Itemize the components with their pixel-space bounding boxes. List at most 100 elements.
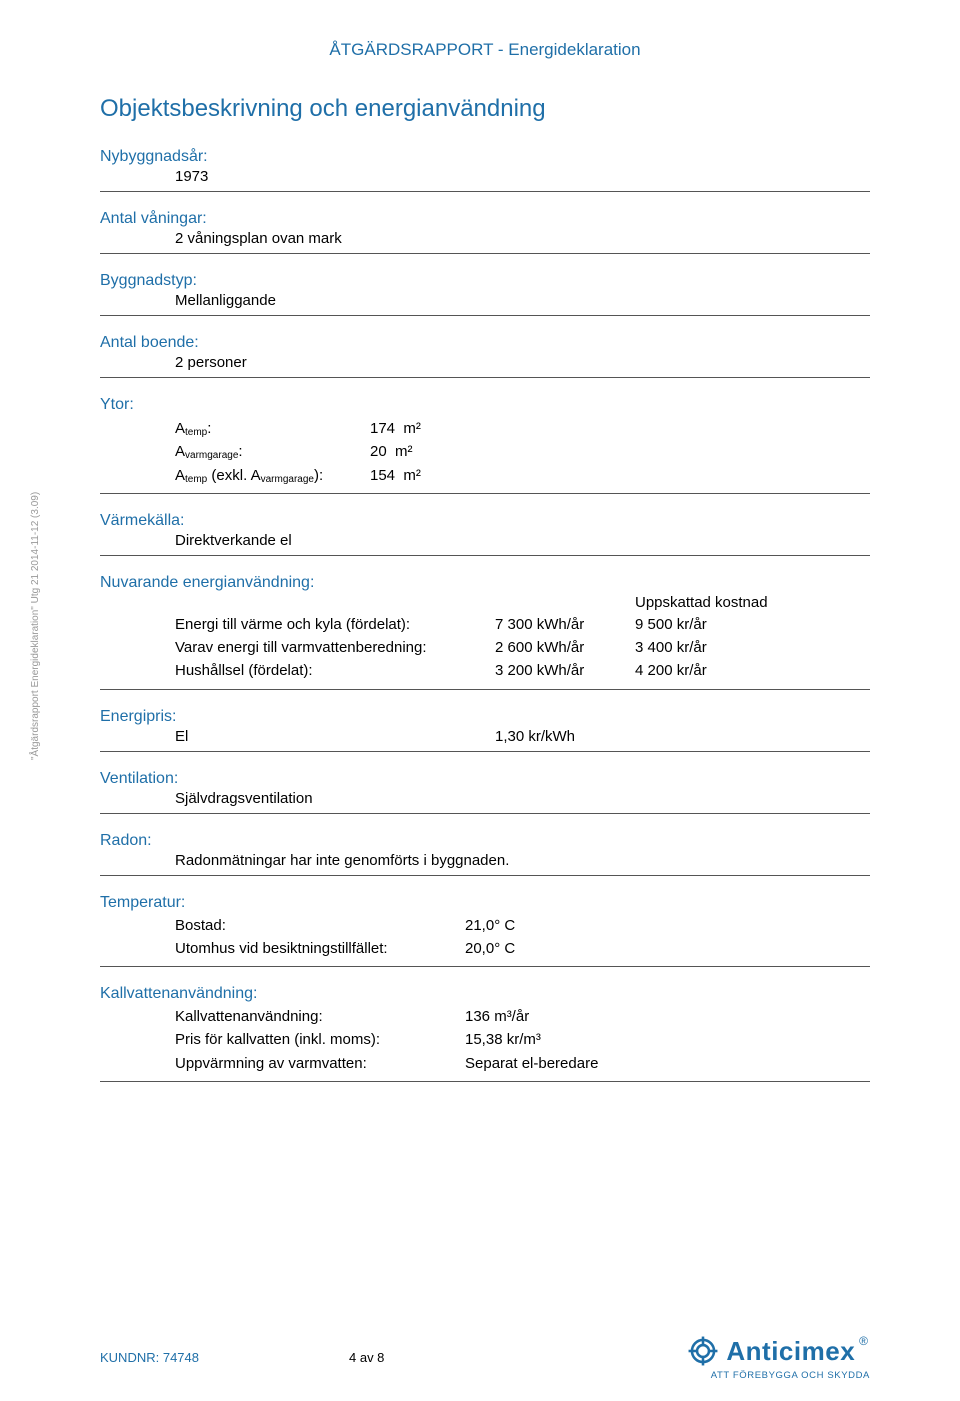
value-radon: Radonmätningar har inte genomförts i byg…: [100, 852, 870, 875]
divider: [100, 253, 870, 254]
usage-row: Hushållsel (fördelat):3 200 kWh/år4 200 …: [175, 659, 870, 682]
divider: [100, 377, 870, 378]
usage-c2: 3 200 kWh/år: [495, 659, 635, 682]
kallvatten-key: Kallvattenanvändning:: [175, 1005, 465, 1028]
section-nuvarande: Nuvarande energianvändning: Uppskattad k…: [100, 574, 870, 690]
temperatur-rows: Bostad:21,0° CUtomhus vid besiktningstil…: [100, 914, 870, 967]
logo-tagline: ATT FÖREBYGGA OCH SKYDDA: [686, 1370, 870, 1381]
section-vaningar: Antal våningar: 2 våningsplan ovan mark: [100, 210, 870, 254]
label-temperatur: Temperatur:: [100, 894, 870, 912]
section-nybyggnad: Nybyggnadsår: 1973: [100, 148, 870, 192]
ytor-value: 174 m²: [370, 417, 421, 440]
kallvatten-value: 136 m³/år: [465, 1005, 529, 1028]
usage-c1: Hushållsel (fördelat):: [175, 659, 495, 682]
section-boende: Antal boende: 2 personer: [100, 334, 870, 378]
ytor-key: Atemp:: [175, 417, 370, 440]
value-boende: 2 personer: [100, 354, 870, 377]
temp-key: Utomhus vid besiktningstillfället:: [175, 937, 465, 960]
kallvatten-value: 15,38 kr/m³: [465, 1028, 541, 1051]
divider: [100, 191, 870, 192]
ytor-value: 154 m²: [370, 464, 421, 487]
section-varmekalla: Värmekälla: Direktverkande el: [100, 512, 870, 556]
divider: [100, 493, 870, 494]
footer-page: 4 av 8: [349, 1350, 384, 1365]
usage-c1: Energi till värme och kyla (fördelat):: [175, 613, 495, 636]
kallvatten-key: Pris för kallvatten (inkl. moms):: [175, 1028, 465, 1051]
logo-main: Anticimex ®: [686, 1334, 870, 1368]
section-byggnadstyp: Byggnadstyp: Mellanliggande: [100, 272, 870, 316]
page: "Åtgärdsrapport Energideklaration" Utg 2…: [0, 0, 960, 1401]
value-byggnadstyp: Mellanliggande: [100, 292, 870, 315]
section-kallvatten: Kallvattenanvändning: Kallvattenanvändni…: [100, 985, 870, 1082]
usage-row: Varav energi till varmvattenberedning:2 …: [175, 636, 870, 659]
footer: KUNDNR: 74748 4 av 8 Anticimex ® ATT FÖR…: [100, 1334, 870, 1381]
label-nuvarande: Nuvarande energianvändning:: [100, 574, 870, 592]
footer-left: KUNDNR: 74748 4 av 8: [100, 1350, 384, 1365]
usage-c3: 4 200 kr/år: [635, 659, 707, 682]
label-vaningar: Antal våningar:: [100, 210, 870, 228]
temp-value: 21,0° C: [465, 914, 515, 937]
label-kallvatten: Kallvattenanvändning:: [100, 985, 870, 1003]
label-energipris: Energipris:: [100, 708, 870, 726]
divider: [100, 875, 870, 876]
side-note: "Åtgärdsrapport Energideklaration" Utg 2…: [30, 492, 41, 760]
ytor-value: 20 m²: [370, 440, 413, 463]
kallvatten-row: Pris för kallvatten (inkl. moms):15,38 k…: [175, 1028, 870, 1051]
ytor-row: Atemp (exkl. Avarmgarage):154 m²: [175, 464, 870, 487]
label-nybyggnad: Nybyggnadsår:: [100, 148, 870, 166]
doc-header-title: ÅTGÄRDSRAPPORT - Energideklaration: [100, 40, 870, 60]
ytor-row: Atemp:174 m²: [175, 417, 870, 440]
usage-head-cost: Uppskattad kostnad: [635, 594, 768, 611]
footer-kundnr: KUNDNR: 74748: [100, 1350, 199, 1365]
section-ventilation: Ventilation: Självdragsventilation: [100, 770, 870, 814]
usage-c3: 9 500 kr/år: [635, 613, 707, 636]
temp-row: Utomhus vid besiktningstillfället:20,0° …: [175, 937, 870, 960]
page-title: Objektsbeskrivning och energianvändning: [100, 95, 870, 123]
kallvatten-row: Uppvärmning av varmvatten:Separat el-ber…: [175, 1052, 870, 1075]
ytor-row: Avarmgarage:20 m²: [175, 440, 870, 463]
divider: [100, 315, 870, 316]
energipris-v: 1,30 kr/kWh: [495, 728, 575, 745]
usage-head-empty1: [175, 594, 495, 611]
usage-c2: 7 300 kWh/år: [495, 613, 635, 636]
divider: [100, 966, 870, 967]
logo-text: Anticimex: [726, 1336, 855, 1367]
usage-row: Energi till värme och kyla (fördelat):7 …: [175, 613, 870, 636]
label-ventilation: Ventilation:: [100, 770, 870, 788]
kallvatten-row: Kallvattenanvändning:136 m³/år: [175, 1005, 870, 1028]
temp-key: Bostad:: [175, 914, 465, 937]
section-ytor: Ytor: Atemp:174 m²Avarmgarage:20 m²Atemp…: [100, 396, 870, 494]
section-energipris: Energipris: El 1,30 kr/kWh: [100, 708, 870, 752]
ytor-key: Avarmgarage:: [175, 440, 370, 463]
kallvatten-rows: Kallvattenanvändning:136 m³/årPris för k…: [100, 1005, 870, 1081]
label-byggnadstyp: Byggnadstyp:: [100, 272, 870, 290]
usage-c1: Varav energi till varmvattenberedning:: [175, 636, 495, 659]
divider: [100, 1081, 870, 1082]
value-vaningar: 2 våningsplan ovan mark: [100, 230, 870, 253]
temp-row: Bostad:21,0° C: [175, 914, 870, 937]
kallvatten-key: Uppvärmning av varmvatten:: [175, 1052, 465, 1075]
label-boende: Antal boende:: [100, 334, 870, 352]
usage-head-empty2: [495, 594, 635, 611]
label-radon: Radon:: [100, 832, 870, 850]
divider: [100, 555, 870, 556]
energipris-k: El: [175, 728, 495, 745]
usage-header: Uppskattad kostnad: [175, 594, 870, 611]
section-radon: Radon: Radonmätningar har inte genomfört…: [100, 832, 870, 876]
value-ventilation: Självdragsventilation: [100, 790, 870, 813]
divider: [100, 751, 870, 752]
kallvatten-value: Separat el-beredare: [465, 1052, 598, 1075]
anticimex-logo-icon: [686, 1334, 720, 1368]
usage-c2: 2 600 kWh/år: [495, 636, 635, 659]
usage-rows: Energi till värme och kyla (fördelat):7 …: [175, 613, 870, 683]
energipris-row: El 1,30 kr/kWh: [100, 728, 870, 751]
logo-reg: ®: [859, 1334, 868, 1348]
ytor-table: Atemp:174 m²Avarmgarage:20 m²Atemp (exkl…: [100, 417, 870, 487]
ytor-key: Atemp (exkl. Avarmgarage):: [175, 464, 370, 487]
logo: Anticimex ® ATT FÖREBYGGA OCH SKYDDA: [686, 1334, 870, 1381]
value-varmekalla: Direktverkande el: [100, 532, 870, 555]
usage-c3: 3 400 kr/år: [635, 636, 707, 659]
usage-block: Uppskattad kostnad Energi till värme och…: [100, 594, 870, 683]
divider: [100, 813, 870, 814]
label-ytor: Ytor:: [100, 396, 870, 414]
